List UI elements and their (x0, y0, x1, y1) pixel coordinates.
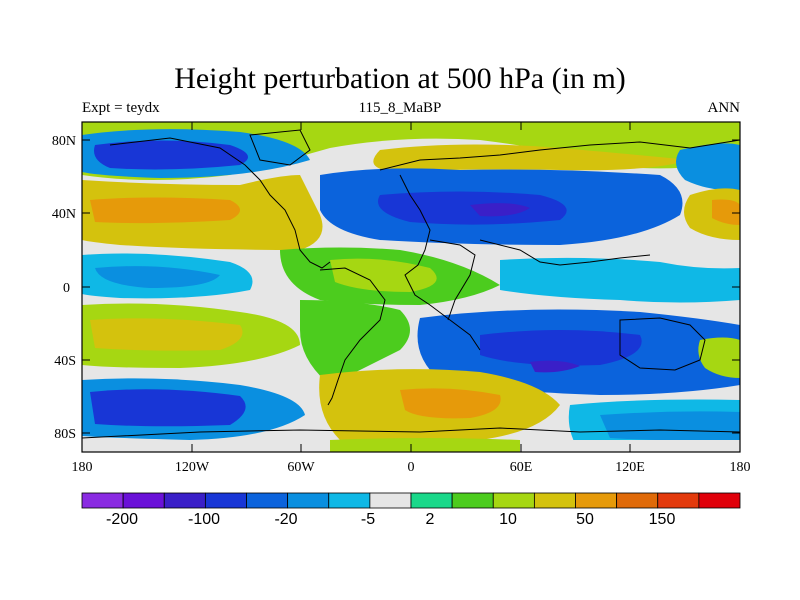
colorbar-swatch (616, 492, 659, 509)
field-eurasia-trough-center (470, 203, 530, 217)
colorbar-label: 50 (576, 511, 594, 528)
colorbar-label: -100 (188, 511, 220, 528)
field-south-pacific-negative-core (90, 389, 246, 427)
season-label: ANN (707, 100, 741, 116)
colorbar-label: 2 (426, 511, 435, 528)
lon-axis: 180 120W 60W 0 60E 120E 180 (72, 122, 751, 475)
coast-south-america (319, 267, 386, 406)
coastlines (82, 129, 740, 439)
lon-tick-label: 180 (72, 460, 93, 475)
field-eurasia-trough-core (378, 191, 567, 225)
colorbar-swatch (122, 492, 165, 509)
lat-tick-label: 40N (52, 207, 76, 222)
field-south-central-positive (300, 300, 410, 385)
experiment-label: Expt = teydx (82, 100, 160, 116)
field-north-atlantic-warm (90, 197, 240, 224)
field-tropical-negative-west-core (95, 266, 220, 288)
lat-tick-label: 40S (54, 354, 76, 369)
colorbar-swatch (410, 492, 453, 509)
colorbar-label: -20 (274, 511, 297, 528)
coast-greenland (249, 129, 311, 166)
map-plot-area (82, 122, 740, 452)
colorbar-swatch (657, 492, 700, 509)
field-east-pacific-warm (712, 199, 740, 225)
coast-europe-africa (399, 174, 481, 351)
colorbar-swatch (81, 492, 124, 509)
colorbar-swatch (163, 492, 206, 509)
colorbar-swatch (328, 492, 371, 509)
colorbar-swatch (492, 492, 535, 509)
field-arctic-negative-core (94, 140, 248, 170)
field-polar-north-warm (373, 144, 690, 172)
coast-south-asia (479, 239, 651, 266)
field-tropical-negative-east (500, 257, 740, 303)
map-title: Height perturbation at 500 hPa (in m) (174, 62, 626, 95)
lat-tick-label: 0 (63, 281, 70, 296)
coast-eurasia (379, 139, 740, 171)
field-south-indian-center (530, 360, 580, 373)
field-antarctic-atlantic (330, 438, 520, 452)
coast-north-america (109, 137, 331, 269)
colorbar-label: -200 (106, 511, 138, 528)
colorbar-swatch (204, 492, 247, 509)
lat-tick-label: 80N (52, 134, 76, 149)
field-east-siberia-negative (676, 143, 740, 191)
colorbar-swatch (287, 492, 330, 509)
colorbar-label: -5 (361, 511, 375, 528)
lon-tick-label: 60E (510, 460, 533, 475)
lon-tick-label: 0 (408, 460, 415, 475)
lon-tick-label: 120W (175, 460, 210, 475)
colorbar-swatch (451, 492, 494, 509)
coast-australia (619, 317, 706, 371)
field-southeast-positive (698, 337, 740, 378)
field-south-indian-core (480, 330, 642, 366)
lon-tick-label: 180 (730, 460, 751, 475)
coast-africa-east (429, 239, 476, 321)
colorbar-swatch (246, 492, 289, 509)
colorbar-swatch (533, 492, 576, 509)
colorbar (81, 492, 741, 509)
lat-tick-label: 80S (54, 427, 76, 442)
colorbar-swatch (369, 492, 412, 509)
colorbar-swatch (698, 492, 741, 509)
lon-tick-label: 60W (287, 460, 315, 475)
colorbar-label: 10 (499, 511, 517, 528)
lon-tick-label: 120E (615, 460, 645, 475)
colorbar-swatch (575, 492, 618, 509)
colorbar-labels: -200 -100 -20 -5 2 10 50 150 (106, 511, 675, 528)
field-south-atlantic-warm (400, 388, 501, 419)
field-south-east-core (600, 411, 740, 441)
colorbar-label: 150 (649, 511, 676, 528)
coast-antarctica (82, 427, 740, 439)
field-tropical-positive-inner (330, 258, 437, 292)
lat-axis: 80N 40N 0 40S 80S (52, 134, 740, 442)
field-south-pacific-warm (90, 318, 243, 351)
period-label: 115_8_MaBP (358, 100, 442, 116)
